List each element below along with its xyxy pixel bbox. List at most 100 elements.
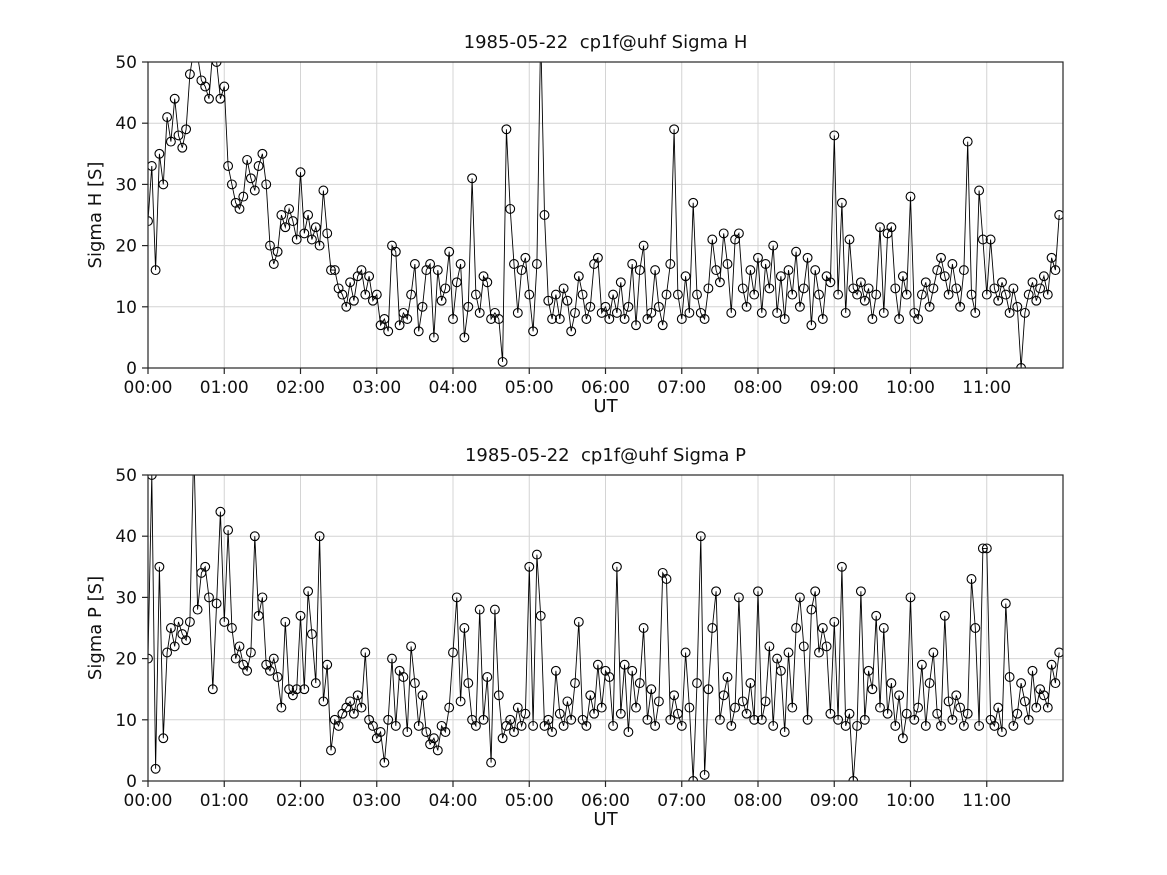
data-point-marker: [833, 714, 844, 725]
data-point-marker: [387, 653, 397, 664]
data-point-marker: [501, 124, 512, 135]
data-point-marker: [253, 161, 264, 171]
data-point-marker: [158, 179, 169, 190]
data-point-marker: [509, 259, 519, 269]
x-tick-label: 05:00: [505, 378, 554, 398]
x-tick-label: 11:00: [962, 791, 1011, 811]
data-point-marker: [573, 271, 584, 282]
data-point-marker: [794, 592, 805, 603]
x-tick-label: 04:00: [429, 378, 478, 398]
data-point-marker: [291, 234, 302, 245]
data-point-marker: [871, 289, 882, 300]
data-point-marker: [566, 714, 577, 725]
data-point-marker: [1038, 271, 1049, 282]
data-point-marker: [326, 745, 336, 756]
data-point-marker: [451, 592, 462, 603]
data-point-marker: [162, 112, 173, 123]
data-point-marker: [1004, 307, 1015, 318]
data-point-marker: [158, 733, 169, 744]
data-point-marker: [486, 757, 497, 768]
data-point-marker: [596, 702, 607, 713]
data-point-marker: [280, 616, 291, 627]
data-point-marker: [592, 659, 603, 670]
data-point-marker: [581, 314, 592, 324]
data-point-marker: [863, 283, 874, 294]
data-point-marker: [558, 720, 569, 731]
data-point-marker: [794, 301, 805, 312]
x-tick-label: 07:00: [657, 378, 706, 398]
data-point-marker: [722, 672, 733, 682]
data-point-marker: [943, 289, 954, 300]
data-point-marker: [1008, 720, 1019, 731]
data-point-marker: [726, 307, 737, 318]
data-point-marker: [932, 265, 943, 276]
data-point-marker: [428, 332, 439, 343]
data-point-marker: [764, 283, 775, 294]
data-point-marker: [520, 252, 531, 263]
y-tick-label: 0: [126, 359, 137, 379]
data-point-marker: [570, 678, 580, 689]
data-point-marker: [760, 696, 771, 707]
data-point-marker: [855, 586, 866, 597]
data-point-marker: [1012, 708, 1023, 719]
data-point-marker: [455, 696, 466, 707]
y-tick-label: 40: [115, 114, 137, 134]
data-point-marker: [322, 659, 333, 670]
data-point-marker: [787, 289, 798, 300]
data-point-marker: [661, 574, 672, 584]
y-tick-label: 50: [115, 466, 137, 486]
data-point-marker: [1000, 289, 1011, 300]
data-point-marker: [314, 531, 325, 542]
data-point-marker: [764, 641, 775, 652]
data-point-marker: [482, 277, 493, 288]
data-point-marker: [272, 246, 283, 257]
data-point-marker: [215, 93, 226, 104]
data-point-marker: [295, 167, 306, 178]
data-point-marker: [981, 543, 992, 554]
data-point-marker: [550, 665, 561, 676]
data-point-marker: [627, 259, 638, 269]
data-point-marker: [615, 277, 626, 288]
data-point-marker: [951, 283, 962, 294]
data-point-marker: [829, 616, 840, 627]
data-point-marker: [371, 289, 382, 300]
data-point-marker: [623, 727, 634, 737]
data-point-marker: [173, 130, 184, 141]
data-point-marker: [1042, 702, 1053, 713]
data-point-marker: [242, 154, 253, 165]
data-point-marker: [406, 289, 417, 300]
data-point-marker: [608, 289, 619, 300]
data-point-marker: [985, 234, 996, 245]
data-point-marker: [901, 289, 912, 300]
data-point-marker: [573, 616, 584, 627]
data-point-marker: [753, 252, 763, 263]
data-point-marker: [730, 702, 741, 713]
data-point-marker: [798, 283, 809, 294]
data-point-marker: [547, 727, 558, 737]
data-point-marker: [897, 271, 908, 282]
data-point-marker: [749, 714, 760, 725]
data-point-marker: [977, 234, 988, 245]
data-point-marker: [1031, 295, 1042, 306]
data-point-marker: [303, 210, 314, 220]
data-point-marker: [924, 678, 935, 689]
data-point-marker: [505, 203, 516, 214]
data-point-marker: [470, 720, 481, 731]
data-point-marker: [379, 314, 390, 324]
data-point-marker: [676, 720, 687, 731]
data-point-marker: [314, 240, 325, 251]
x-tick-label: 05:00: [505, 791, 554, 811]
x-tick-label: 11:00: [962, 378, 1011, 398]
data-point-marker: [1054, 210, 1063, 220]
data-point-marker: [692, 678, 702, 689]
data-point-marker: [768, 240, 779, 251]
data-point-marker: [878, 307, 889, 318]
data-point-marker: [272, 672, 283, 682]
data-point-marker: [859, 295, 870, 306]
data-point-marker: [554, 314, 565, 324]
data-point-marker: [276, 210, 287, 220]
data-point-marker: [444, 702, 455, 713]
data-point-marker: [737, 696, 748, 707]
data-point-marker: [531, 549, 542, 560]
x-tick-label: 02:00: [276, 378, 325, 398]
